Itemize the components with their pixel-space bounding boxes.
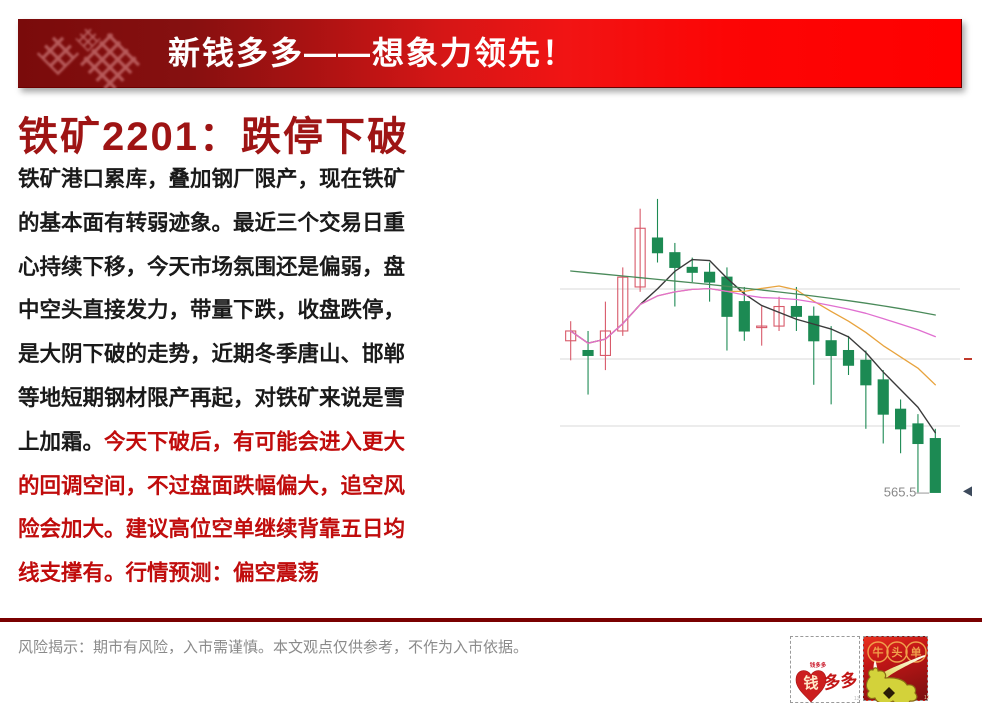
svg-text:钱: 钱 (803, 674, 818, 692)
svg-text:多多: 多多 (822, 669, 858, 692)
svg-text:13.05: 13.05 (924, 695, 929, 701)
svg-text:牛: 牛 (873, 645, 884, 659)
svg-text:头: 头 (892, 645, 903, 659)
svg-text:13.05: 13.05 (854, 696, 861, 702)
svg-text:565.5—: 565.5— (884, 484, 930, 499)
svg-text:钱多多: 钱多多 (810, 661, 827, 669)
